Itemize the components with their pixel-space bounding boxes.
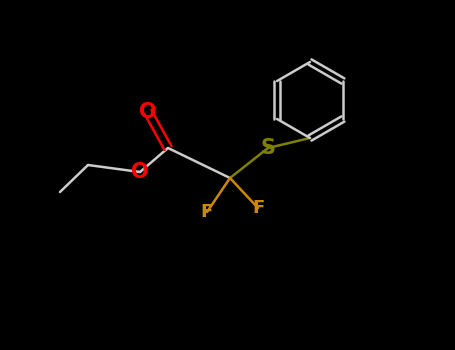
Text: F: F — [201, 203, 213, 221]
Text: S: S — [261, 138, 275, 158]
Text: F: F — [252, 199, 264, 217]
Text: O: O — [131, 162, 149, 182]
Text: O: O — [139, 102, 157, 122]
